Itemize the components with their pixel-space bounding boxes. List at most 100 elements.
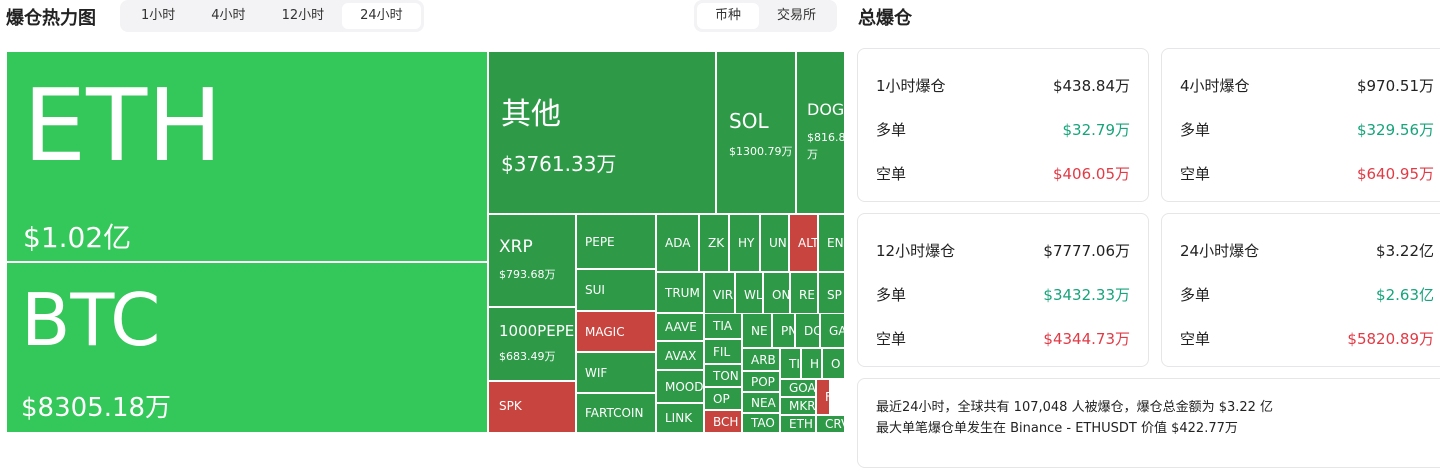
tile[interactable]: GA — [820, 313, 845, 348]
row-label: 多单 — [1180, 286, 1211, 304]
tile[interactable]: OP — [704, 387, 742, 410]
tile[interactable]: TI — [780, 348, 801, 379]
tile-label: ON — [772, 288, 790, 302]
tile-label: LINK — [665, 411, 693, 425]
view-tab[interactable]: 币种 — [697, 3, 760, 29]
tile-label: HY — [738, 236, 755, 250]
tile[interactable]: AVAX — [656, 341, 704, 370]
row-value: $640.95万 — [1356, 165, 1434, 183]
time-tab[interactable]: 24小时 — [342, 3, 421, 29]
time-tab[interactable]: 4小时 — [211, 8, 246, 23]
tile-value: $3761.33万 — [501, 152, 617, 176]
tile[interactable]: 其他 $3761.33万 — [488, 51, 716, 214]
tile[interactable]: H — [801, 348, 822, 379]
tile[interactable]: ETH $1.02亿 — [6, 51, 488, 262]
card-row: 多单 $329.56万 — [1180, 119, 1434, 140]
tile[interactable]: LINK — [656, 403, 704, 433]
tile[interactable]: F — [816, 379, 830, 415]
tile[interactable]: MAGIC — [576, 311, 656, 352]
tile[interactable]: HY — [729, 214, 760, 272]
tile-label: NE — [751, 323, 768, 338]
tile[interactable]: MOOD — [656, 370, 704, 403]
tile-label: AVAX — [665, 348, 697, 363]
time-tab[interactable]: 1小时 — [141, 8, 176, 23]
row-value: $406.05万 — [1052, 165, 1130, 183]
tile-label: F — [825, 391, 829, 403]
time-tabs: 1小时 4小时 12小时 24小时 — [120, 0, 424, 32]
tile[interactable]: SOL $1300.79万 — [716, 51, 796, 214]
tile[interactable]: RE — [790, 272, 818, 318]
tile[interactable]: ON — [763, 272, 790, 318]
tile[interactable]: 1000PEPE $683.49万 — [488, 307, 576, 381]
row-label: 空单 — [1180, 330, 1211, 348]
summary-card: 24小时爆仓 $3.22亿 多单 $2.63亿 空单 $5820.89万 — [1161, 213, 1440, 367]
note-line: 最大单笔爆仓单发生在 Binance - ETHUSDT 价值 $422.77万 — [876, 421, 1238, 436]
tile[interactable]: UN — [760, 214, 789, 272]
tile-label: AAVE — [665, 320, 697, 334]
tile-label: RE — [799, 288, 815, 302]
tile-label: ALT — [798, 236, 818, 250]
tile[interactable]: BTC $8305.18万 — [6, 262, 488, 433]
row-label: 多单 — [1180, 121, 1211, 139]
tile[interactable]: FIL — [704, 339, 742, 364]
card-total: $438.84万 — [1052, 77, 1130, 95]
tile[interactable]: XRP $793.68万 — [488, 214, 576, 307]
tile[interactable]: SP — [818, 272, 845, 318]
tile[interactable]: PN — [772, 313, 795, 348]
tile[interactable]: SPK — [488, 381, 576, 433]
tile-label: XRP — [499, 237, 533, 257]
tile[interactable]: WL — [735, 272, 763, 318]
row-label: 多单 — [876, 121, 907, 139]
tile-label: OP — [713, 391, 730, 406]
tile[interactable]: TIA — [704, 313, 742, 339]
tile[interactable]: SUI — [576, 269, 656, 311]
tile-label: SOL — [729, 109, 769, 133]
tile-label: VIR — [713, 288, 734, 302]
card-title: 12小时爆仓 — [876, 242, 956, 260]
tile[interactable]: TRUM — [656, 272, 704, 313]
tile[interactable]: TAO — [742, 413, 780, 433]
tile[interactable]: ARB — [742, 348, 780, 371]
tile-label: MAGIC — [585, 324, 625, 339]
tile[interactable]: ZK — [699, 214, 729, 272]
tile[interactable]: MKR — [780, 397, 816, 415]
row-value: $2.63亿 — [1376, 286, 1434, 304]
tile[interactable]: WIF — [576, 352, 656, 393]
tile[interactable]: FARTCOIN — [576, 393, 656, 433]
summary-card: 1小时爆仓 $438.84万 多单 $32.79万 空单 $406.05万 — [857, 48, 1149, 202]
tile[interactable]: DC — [795, 313, 820, 348]
tile[interactable]: POP — [742, 371, 780, 392]
tile-label: MOOD — [665, 379, 704, 394]
row-value: $32.79万 — [1062, 121, 1131, 139]
tile-label: ETH — [23, 67, 223, 184]
tile[interactable]: O — [822, 348, 845, 379]
tile[interactable]: TON — [704, 364, 742, 387]
tile[interactable]: AAVE — [656, 313, 704, 341]
card-row: 多单 $32.79万 — [876, 119, 1130, 140]
tile[interactable]: VIR — [704, 272, 735, 318]
tile-label: WL — [744, 288, 763, 302]
tile-label: PN — [781, 323, 794, 338]
tile[interactable]: ETH — [780, 415, 816, 433]
tile-value: $683.49万 — [499, 350, 556, 363]
tile[interactable]: NE — [742, 313, 772, 348]
time-tab[interactable]: 12小时 — [281, 8, 325, 23]
tile[interactable]: BCH — [704, 410, 742, 433]
tile[interactable]: NEA — [742, 392, 780, 413]
tile[interactable]: ADA — [656, 214, 699, 272]
view-tab[interactable]: 交易所 — [777, 8, 817, 23]
tile[interactable]: PEPE — [576, 214, 656, 269]
row-value: $329.56万 — [1356, 121, 1434, 139]
tile[interactable]: GOA — [780, 379, 816, 397]
tile[interactable]: ALT — [789, 214, 818, 272]
tile[interactable]: CRV — [816, 415, 845, 433]
tile-label: SPK — [499, 399, 522, 413]
tile-value: $1.02亿 — [23, 221, 132, 254]
tile-label: GOA — [789, 381, 816, 395]
tile-label: ZK — [708, 236, 725, 250]
tile[interactable]: DOG $816.8万 — [796, 51, 845, 214]
tile[interactable]: EN — [818, 214, 845, 272]
card-row: 空单 $640.95万 — [1180, 163, 1434, 184]
tile-label: ADA — [665, 236, 691, 250]
tile-label: O — [831, 356, 841, 371]
